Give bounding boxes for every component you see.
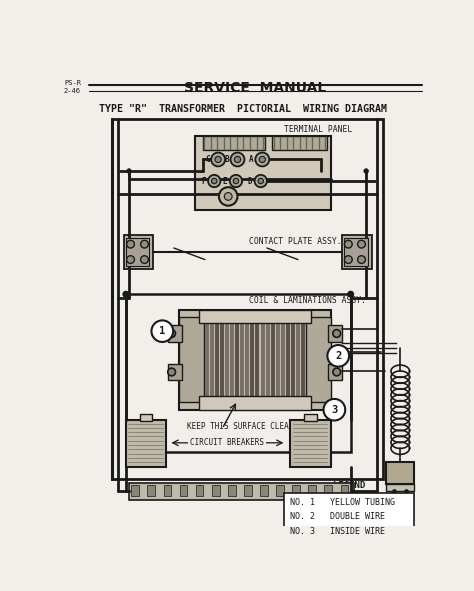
Bar <box>290 420 330 467</box>
Bar <box>131 485 139 496</box>
Bar <box>126 420 166 467</box>
Bar <box>306 317 330 402</box>
Circle shape <box>255 152 269 167</box>
Text: NO. 2   DOUBLE WIRE: NO. 2 DOUBLE WIRE <box>290 512 385 521</box>
Text: NO. 3   INSIDE WIRE: NO. 3 INSIDE WIRE <box>290 527 385 536</box>
Text: PS-R: PS-R <box>64 80 81 86</box>
Bar <box>179 317 204 402</box>
Bar <box>304 414 317 421</box>
Text: SERVICE  MANUAL: SERVICE MANUAL <box>184 81 327 95</box>
Bar <box>168 363 182 381</box>
Bar <box>180 485 187 496</box>
Circle shape <box>345 241 352 248</box>
Text: TERMINAL PANEL: TERMINAL PANEL <box>284 125 352 134</box>
Circle shape <box>123 291 128 297</box>
Circle shape <box>235 157 241 163</box>
Circle shape <box>168 368 175 376</box>
Text: KEEP THIS SURFACE CLEAN: KEEP THIS SURFACE CLEAN <box>187 422 293 431</box>
Circle shape <box>219 187 237 206</box>
Bar <box>328 325 342 342</box>
Bar <box>325 485 332 496</box>
Bar <box>342 235 372 269</box>
Text: C: C <box>205 155 210 164</box>
Circle shape <box>168 330 175 337</box>
Text: 2-46: 2-46 <box>64 88 81 94</box>
Bar <box>199 310 311 323</box>
Bar <box>386 462 414 483</box>
Circle shape <box>348 291 353 297</box>
Bar <box>386 483 414 491</box>
Text: NO. 1   YELLOW TUBING: NO. 1 YELLOW TUBING <box>290 498 395 506</box>
Text: CONTACT PLATE ASSY.: CONTACT PLATE ASSY. <box>249 236 342 246</box>
Text: CIRCUIT BREAKERS: CIRCUIT BREAKERS <box>191 439 264 447</box>
Bar <box>228 485 236 496</box>
Text: 2: 2 <box>335 351 341 361</box>
Text: COIL & LAMINATIONS ASSY.: COIL & LAMINATIONS ASSY. <box>249 296 366 305</box>
Circle shape <box>127 241 135 248</box>
Bar <box>179 310 330 410</box>
Circle shape <box>324 399 345 421</box>
Bar <box>126 294 351 452</box>
Bar <box>199 396 311 410</box>
Circle shape <box>333 368 341 376</box>
Circle shape <box>211 178 217 184</box>
Text: 3: 3 <box>331 405 337 415</box>
Text: E: E <box>223 177 228 186</box>
Circle shape <box>357 241 365 248</box>
Bar <box>260 485 268 496</box>
Circle shape <box>258 178 264 184</box>
Bar <box>196 485 203 496</box>
Text: 1: 1 <box>159 326 165 336</box>
Bar <box>129 483 354 500</box>
Bar <box>112 119 383 479</box>
Text: F: F <box>201 177 206 186</box>
Circle shape <box>152 320 173 342</box>
Bar <box>147 485 155 496</box>
Circle shape <box>333 330 341 337</box>
Bar <box>164 485 171 496</box>
Bar <box>284 493 414 543</box>
Bar <box>244 485 252 496</box>
Text: A: A <box>249 155 254 164</box>
Circle shape <box>127 168 131 173</box>
Bar <box>273 137 327 150</box>
Bar <box>276 485 284 496</box>
Bar <box>212 485 219 496</box>
Circle shape <box>127 256 135 264</box>
Circle shape <box>141 256 148 264</box>
Circle shape <box>233 178 239 184</box>
Bar <box>168 325 182 342</box>
Bar <box>328 363 342 381</box>
Circle shape <box>230 152 245 167</box>
Bar <box>124 235 153 269</box>
Text: B: B <box>224 155 229 164</box>
Circle shape <box>141 241 148 248</box>
Circle shape <box>328 345 349 366</box>
Circle shape <box>255 175 267 187</box>
Text: TYPE "R"  TRANSFORMER  PICTORIAL  WIRING DIAGRAM: TYPE "R" TRANSFORMER PICTORIAL WIRING DI… <box>99 105 387 115</box>
Circle shape <box>345 256 352 264</box>
Circle shape <box>211 152 225 167</box>
Bar <box>140 414 152 421</box>
Circle shape <box>215 157 221 163</box>
Bar <box>292 485 300 496</box>
Bar <box>195 137 330 210</box>
Bar <box>341 485 348 496</box>
Bar <box>309 485 316 496</box>
Circle shape <box>208 175 220 187</box>
Bar <box>345 238 368 266</box>
Circle shape <box>364 168 368 173</box>
Text: D: D <box>247 177 252 186</box>
Circle shape <box>357 256 365 264</box>
Text: LEGEND: LEGEND <box>333 480 365 490</box>
Circle shape <box>230 175 242 187</box>
Bar <box>126 238 149 266</box>
Bar <box>202 137 264 150</box>
Circle shape <box>259 157 265 163</box>
Circle shape <box>224 193 232 200</box>
